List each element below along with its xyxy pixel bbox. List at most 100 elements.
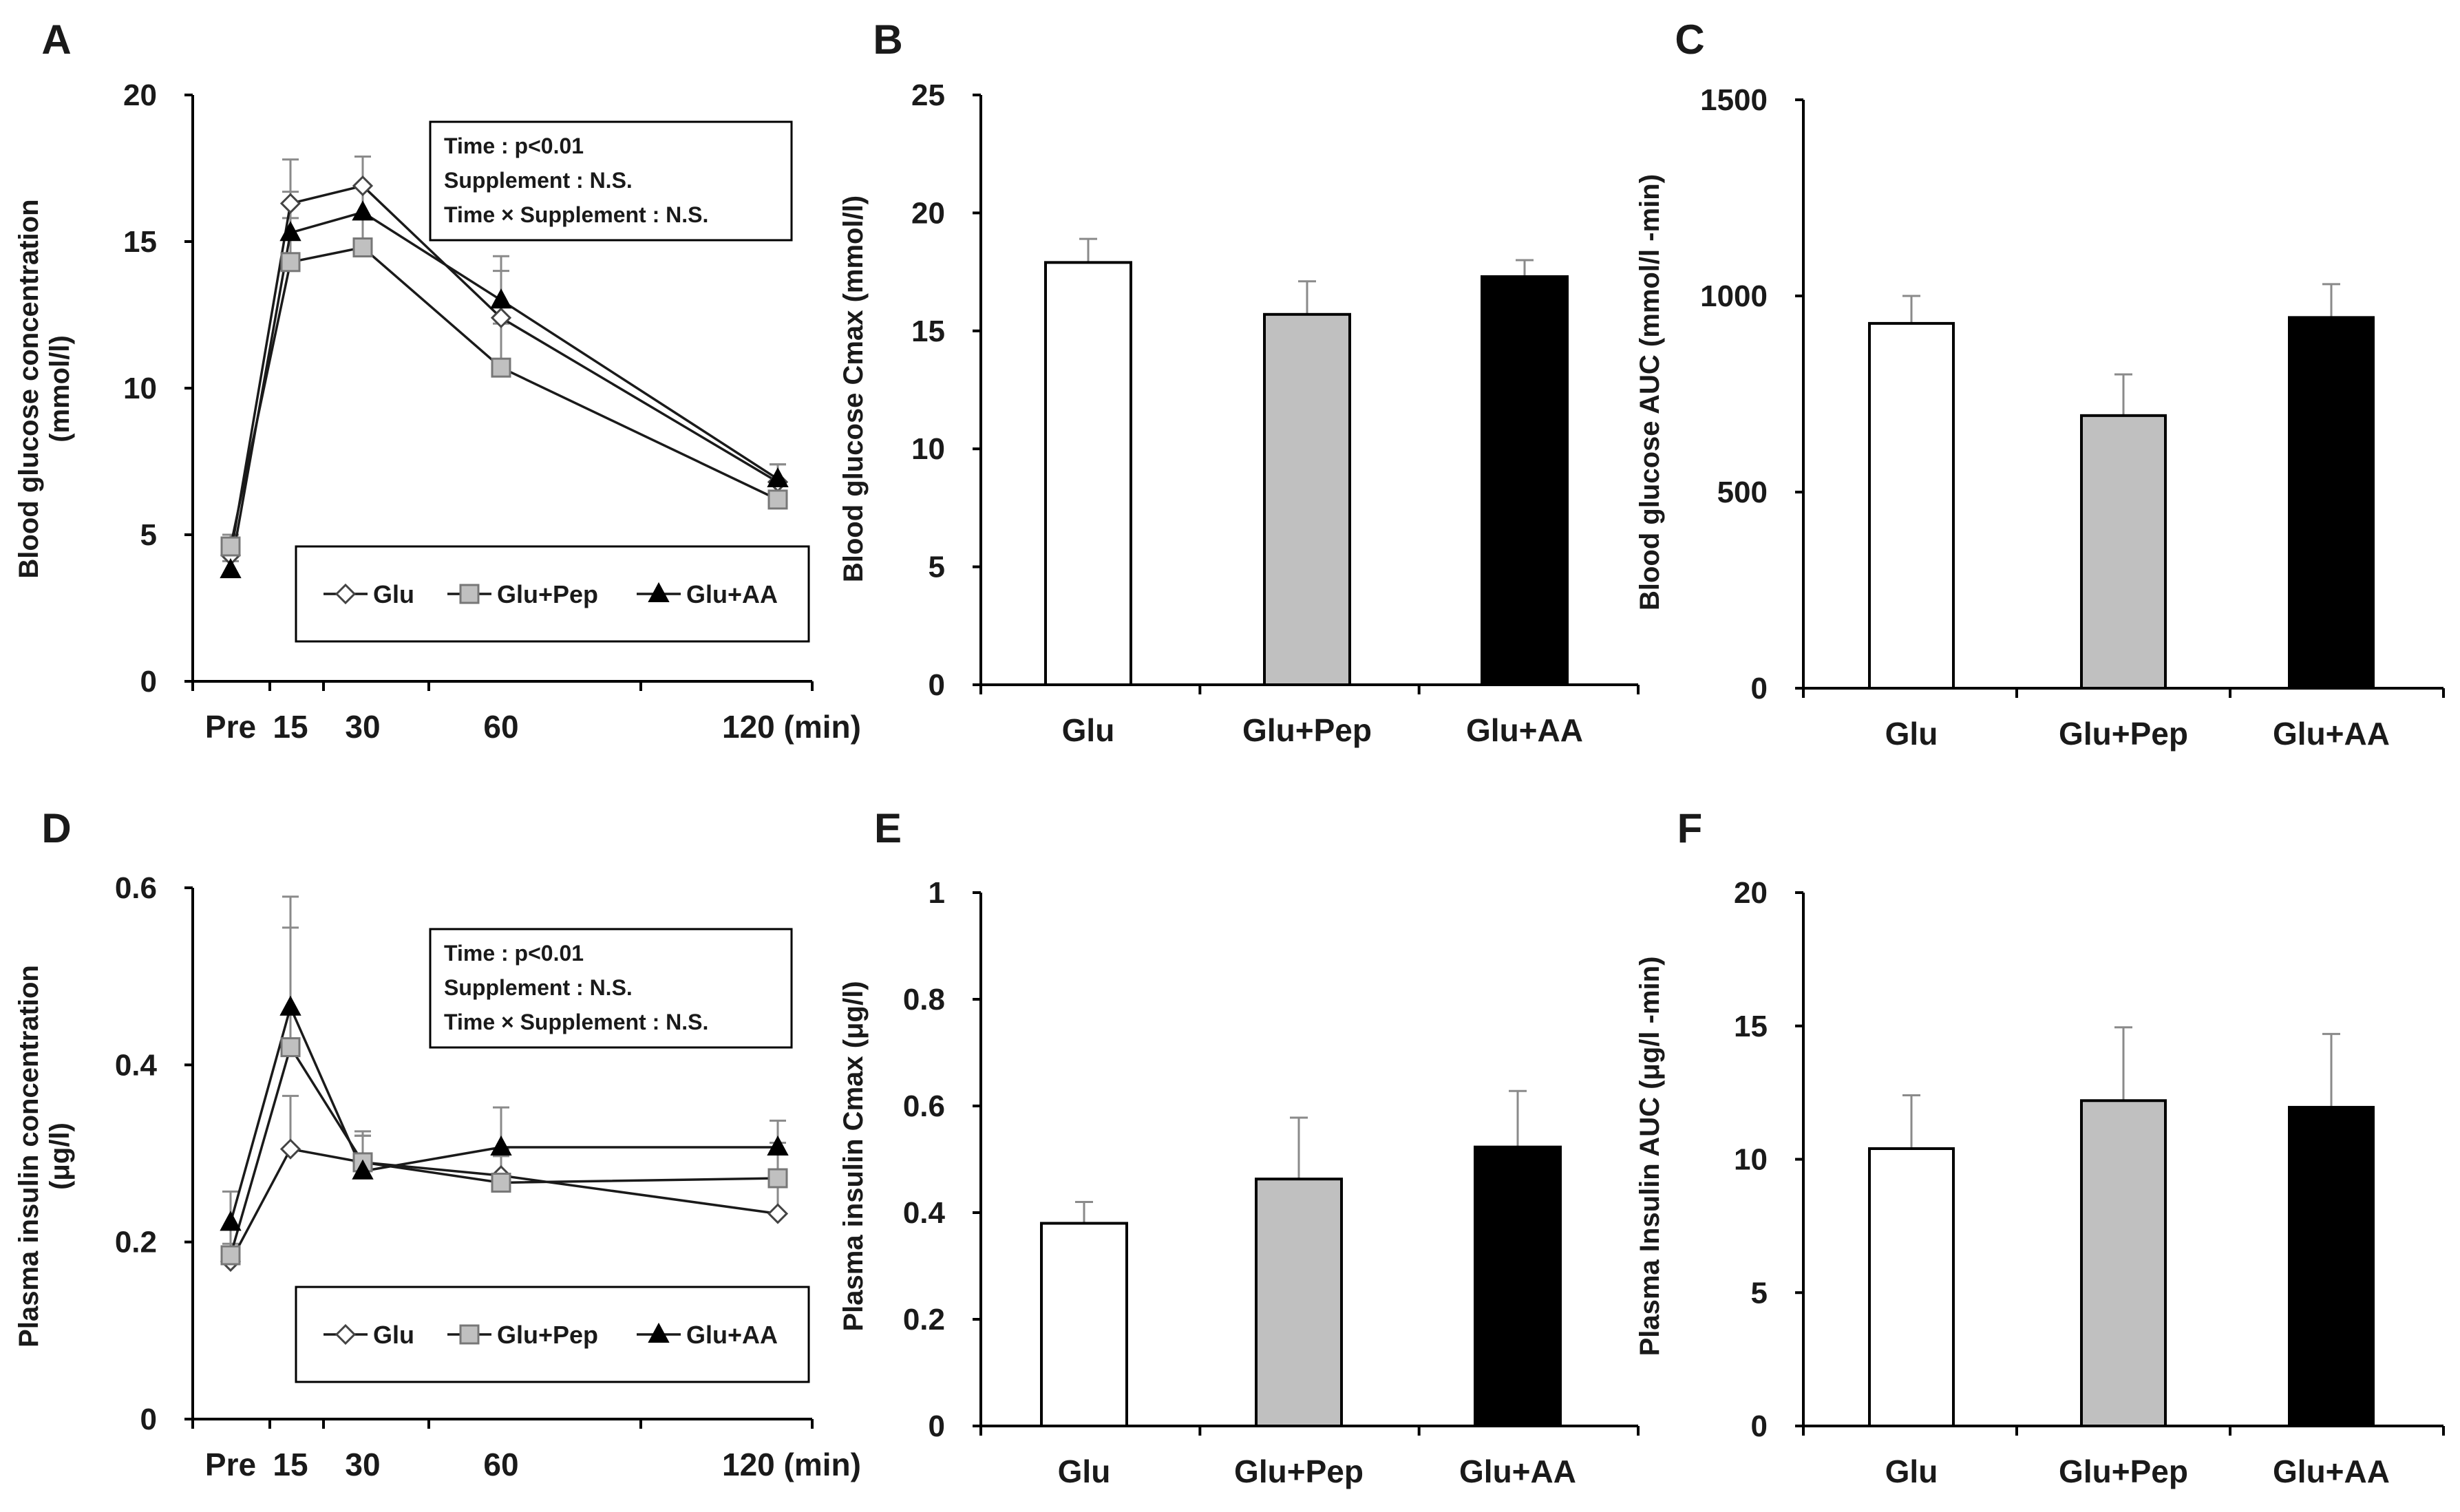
- x-tick-label: 120 (min): [722, 709, 861, 745]
- series-line-glu-pep: [229, 246, 778, 547]
- stats-line: Time × Supplement : N.S.: [444, 202, 708, 227]
- x-category-label: Glu+Pep: [1234, 1454, 1364, 1489]
- bar-glu-pep: [2080, 1099, 2167, 1427]
- y-tick-label: 0.2: [903, 1303, 945, 1337]
- bar-glu-pep: [1255, 1178, 1343, 1428]
- stats-line: Time : p<0.01: [444, 134, 584, 158]
- y-tick-label: 5: [929, 551, 945, 584]
- x-tick-label: Pre: [205, 1447, 256, 1482]
- point-glu-aa: [767, 467, 789, 488]
- y-tick-label: 0: [140, 665, 157, 699]
- x-category-label: Glu: [1062, 712, 1115, 748]
- x-category-label: Glu+AA: [2273, 716, 2390, 752]
- x-tick-label: 30: [345, 1447, 380, 1482]
- y-tick-label: 5: [1751, 1276, 1768, 1310]
- stats-box: [429, 928, 793, 1049]
- y-tick-label: 1500: [1700, 83, 1768, 117]
- y-tick-label: 0: [140, 1403, 157, 1436]
- y-tick-label: 15: [911, 315, 945, 348]
- panel-letter-e: E: [874, 805, 902, 851]
- y-tick-label: 0: [1751, 672, 1768, 705]
- y-axis-label: Plasma insulin concentration: [14, 965, 44, 1348]
- x-category-label: Glu: [1885, 1454, 1938, 1489]
- point-glu: [352, 175, 374, 197]
- x-category-label: Glu: [1058, 1454, 1111, 1489]
- legend-label: Glu: [373, 1321, 414, 1349]
- y-tick-label: 0: [929, 1409, 945, 1443]
- legend-marker: [648, 582, 670, 602]
- x-category-label: Glu+Pep: [2059, 716, 2188, 752]
- y-axis-label: (mmol/l): [45, 335, 75, 443]
- bar-glu: [1040, 1222, 1128, 1427]
- y-tick-label: 0.4: [115, 1048, 158, 1082]
- point-glu: [490, 307, 512, 328]
- legend-label: Glu: [373, 580, 414, 608]
- x-tick-label: 60: [483, 1447, 518, 1482]
- x-tick-label: 30: [345, 709, 380, 745]
- point-glu-pep: [352, 237, 373, 258]
- point-glu-pep: [767, 1168, 788, 1189]
- point-glu-aa: [352, 200, 374, 221]
- y-tick-label: 0.2: [115, 1226, 157, 1259]
- y-axis-label: Blood glucose concentration: [14, 199, 44, 578]
- point-glu: [279, 1138, 301, 1160]
- bar-glu: [1044, 261, 1132, 686]
- bar-glu-aa: [1474, 1145, 1562, 1428]
- point-glu-aa: [490, 1135, 512, 1156]
- legend-marker: [648, 1322, 670, 1343]
- y-axis-label: Plasma Insulin AUC (μg/l -min): [1635, 957, 1665, 1356]
- y-tick-label: 10: [123, 372, 157, 405]
- stats-box: [429, 120, 793, 242]
- y-axis-label: (μg/l): [45, 1122, 75, 1190]
- panel-letter-a: A: [41, 17, 71, 63]
- point-glu-aa: [490, 288, 512, 309]
- panel-letter-c: C: [1675, 17, 1704, 63]
- legend: [295, 1286, 810, 1383]
- bar-glu-aa: [1481, 275, 1569, 686]
- y-tick-label: 25: [911, 78, 945, 112]
- x-category-label: Glu+Pep: [2059, 1454, 2188, 1489]
- y-axis-label: Plasma insulin Cmax (μg/l): [838, 981, 869, 1331]
- stats-line: Supplement : N.S.: [444, 975, 633, 1000]
- y-tick-label: 0: [1751, 1409, 1768, 1443]
- y-tick-label: 10: [1734, 1143, 1768, 1177]
- y-tick-label: 15: [123, 225, 157, 259]
- legend-label: Glu+Pep: [497, 1321, 598, 1349]
- y-axis-label: Blood glucose Cmax (mmol/l): [838, 195, 869, 582]
- point-glu-pep: [220, 1245, 241, 1266]
- panel-a: A 0 5 10 15 20 Blood glucose concentration (mmo…: [14, 17, 861, 745]
- x-category-label: Glu+AA: [1459, 1454, 1576, 1489]
- y-tick-label: 20: [123, 78, 157, 112]
- x-tick-label: Pre: [205, 709, 256, 745]
- stats-line: Time × Supplement : N.S.: [444, 1010, 708, 1034]
- bar-glu: [1868, 1147, 1955, 1427]
- panel-e: E 0 0.2 0.4 0.6 0.8 1 Plasma insulin Cmax (μg/l…: [838, 805, 1640, 1489]
- y-tick-label: 0.6: [115, 871, 157, 905]
- y-tick-label: 0.6: [903, 1089, 945, 1123]
- point-glu-aa: [220, 1211, 242, 1231]
- legend-marker: [459, 584, 480, 604]
- point-glu-aa: [279, 995, 301, 1016]
- panel-c: C 0 500 1000 1500 Blood glucose AUC (mmol/l -…: [1635, 17, 2445, 752]
- panel-f: F 0 5 10 15 20 Plasma Insulin AUC (μg/l -min) G…: [1635, 805, 2445, 1489]
- y-tick-label: 10: [911, 432, 945, 466]
- point-glu: [279, 193, 301, 214]
- y-tick-label: 1000: [1700, 279, 1768, 313]
- panel-letter-d: D: [41, 805, 71, 851]
- x-tick-label: 120 (min): [722, 1447, 861, 1482]
- point-glu-pep: [220, 536, 241, 557]
- point-glu-pep: [491, 1172, 511, 1193]
- series-line-glu-aa: [229, 211, 778, 571]
- x-tick-label: 15: [273, 709, 308, 745]
- x-tick-label: 60: [483, 709, 518, 745]
- point-glu-aa: [220, 558, 242, 579]
- panel-b: B 0 5 10 15 20 25 Blood glucose Cmax (mmol/l) Gl…: [838, 17, 1640, 748]
- y-tick-label: 0.4: [903, 1196, 946, 1230]
- stats-line: Supplement : N.S.: [444, 168, 633, 193]
- bar-glu-aa: [2288, 316, 2375, 690]
- point-glu-pep: [280, 252, 301, 273]
- bar-glu-aa: [2288, 1105, 2375, 1427]
- x-tick-label: 15: [273, 1447, 308, 1482]
- y-axis-label: Blood glucose AUC (mmol/l -min): [1635, 174, 1665, 610]
- y-tick-label: 20: [911, 196, 945, 230]
